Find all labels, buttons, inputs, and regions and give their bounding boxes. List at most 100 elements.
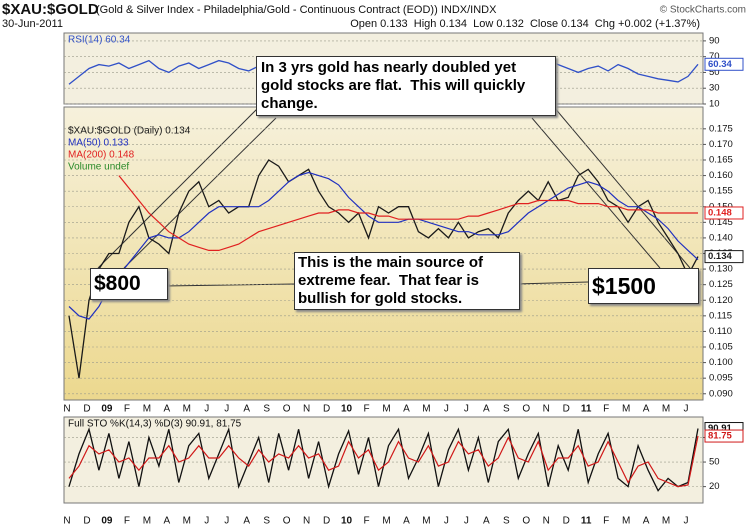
x-tick-label: A — [483, 516, 490, 527]
x-tick-label: D — [323, 404, 330, 415]
end-label-box — [704, 250, 744, 264]
series-line — [68, 435, 699, 488]
y-tick-label: 0.140 — [709, 232, 733, 243]
x-tick-label: M — [622, 516, 630, 527]
x-tick-label: J — [224, 404, 229, 415]
x-tick-label: A — [243, 516, 250, 527]
x-tick-label: M — [422, 404, 430, 415]
y-tick-label: 0.160 — [709, 170, 733, 181]
x-tick-label: D — [323, 516, 330, 527]
x-tick-label: M — [382, 404, 390, 415]
panel-title: Full STO %K(14,3) %D(3) 90.91, 81.75 — [68, 419, 242, 430]
x-tick-label: S — [263, 404, 270, 415]
x-tick-label: J — [464, 516, 469, 527]
x-tick-label: A — [403, 516, 410, 527]
y-tick-label: 0.090 — [709, 388, 733, 399]
connectors — [97, 99, 691, 287]
date: 30-Jun-2011 — [2, 18, 63, 30]
x-tick-label: F — [363, 404, 369, 415]
y-tick-label: 0.115 — [709, 310, 732, 321]
series-line — [118, 175, 698, 251]
annotation: In 3 yrs gold has nearly doubled yet gol… — [256, 56, 556, 116]
x-tick-label: N — [63, 516, 70, 527]
x-tick-label: S — [263, 516, 270, 527]
series-line — [68, 171, 699, 320]
x-tick-label: M — [422, 516, 430, 527]
end-label: 0.148 — [708, 207, 732, 218]
x-tick-label: M — [183, 516, 191, 527]
y-tick-label: 0.145 — [709, 217, 733, 228]
annotation: This is the main source of extreme fear.… — [294, 252, 520, 310]
x-tick-label: J — [224, 516, 229, 527]
y-tick-label: 0.095 — [709, 373, 733, 384]
y-tick-label: 70 — [709, 51, 720, 62]
y-tick-label: 0.110 — [709, 326, 732, 337]
x-tick-label: S — [503, 404, 510, 415]
x-tick-label: F — [603, 516, 609, 527]
legend-entry: MA(50) 0.133 — [68, 138, 129, 149]
x-tick-label: M — [622, 404, 630, 415]
x-tick-label: 10 — [341, 516, 353, 527]
y-tick-label: 0.130 — [709, 264, 733, 275]
x-tick-label: A — [643, 404, 650, 415]
y-tick-label: 30 — [709, 83, 720, 94]
x-tick-label: A — [643, 516, 650, 527]
x-tick-label: F — [603, 404, 609, 415]
x-tick-label: M — [662, 516, 670, 527]
y-tick-label: 0.105 — [709, 342, 733, 353]
y-tick-label: 0.120 — [709, 295, 733, 306]
y-tick-label: 0.155 — [709, 186, 733, 197]
x-tick-label: J — [444, 404, 449, 415]
x-tick-label: D — [563, 516, 570, 527]
stochastic-panel — [63, 416, 704, 504]
x-tick-label: 10 — [341, 404, 353, 415]
y-tick-label: 10 — [709, 99, 720, 110]
annotation: $1500 — [588, 268, 699, 304]
x-tick-label: A — [403, 404, 410, 415]
y-tick-label: 90 — [709, 35, 720, 46]
end-label-box — [704, 429, 744, 443]
legend-entry: Volume undef — [68, 162, 129, 173]
x-tick-label: J — [684, 516, 689, 527]
x-tick-label: 11 — [581, 404, 592, 415]
x-tick-label: N — [543, 404, 550, 415]
x-tick-label: O — [522, 516, 530, 527]
x-tick-label: A — [164, 516, 171, 527]
end-label-box — [704, 206, 744, 220]
description: (Gold & Silver Index - Philadelphia/Gold… — [96, 4, 497, 16]
legend-entry: RSI(14) 60.34 — [68, 35, 131, 46]
y-tick-label: 0.170 — [709, 139, 733, 150]
x-tick-label: S — [503, 516, 510, 527]
x-tick-label: F — [124, 404, 130, 415]
y-tick-label: 0.165 — [709, 155, 733, 166]
end-label: 90.91 — [708, 423, 732, 434]
x-tick-label: J — [204, 404, 209, 415]
annotation: $800 — [90, 268, 168, 300]
x-tick-label: D — [563, 404, 570, 415]
x-tick-label: N — [543, 516, 550, 527]
x-tick-label: M — [183, 404, 191, 415]
y-tick-label: 20 — [709, 481, 720, 492]
x-tick-label: J — [444, 516, 449, 527]
x-tick-label: J — [464, 404, 469, 415]
legend-entry: MA(200) 0.148 — [68, 150, 135, 161]
x-tick-label: M — [662, 404, 670, 415]
credit: © StockCharts.com — [660, 5, 746, 16]
x-tick-label: 09 — [101, 516, 113, 527]
legend-entry: $XAU:$GOLD (Daily) 0.134 — [68, 126, 191, 137]
x-tick-label: O — [283, 404, 291, 415]
x-tick-label: 09 — [101, 404, 113, 415]
series-line — [68, 159, 699, 379]
x-tick-label: N — [63, 404, 70, 415]
x-tick-label: D — [83, 516, 90, 527]
end-label: 0.134 — [708, 251, 732, 262]
x-tick-label: A — [164, 404, 171, 415]
x-tick-label: A — [483, 404, 490, 415]
x-tick-label: N — [303, 404, 310, 415]
x-tick-label: N — [303, 516, 310, 527]
y-tick-label: 50 — [709, 67, 720, 78]
x-tick-label: A — [243, 404, 250, 415]
x-tick-label: O — [283, 516, 291, 527]
